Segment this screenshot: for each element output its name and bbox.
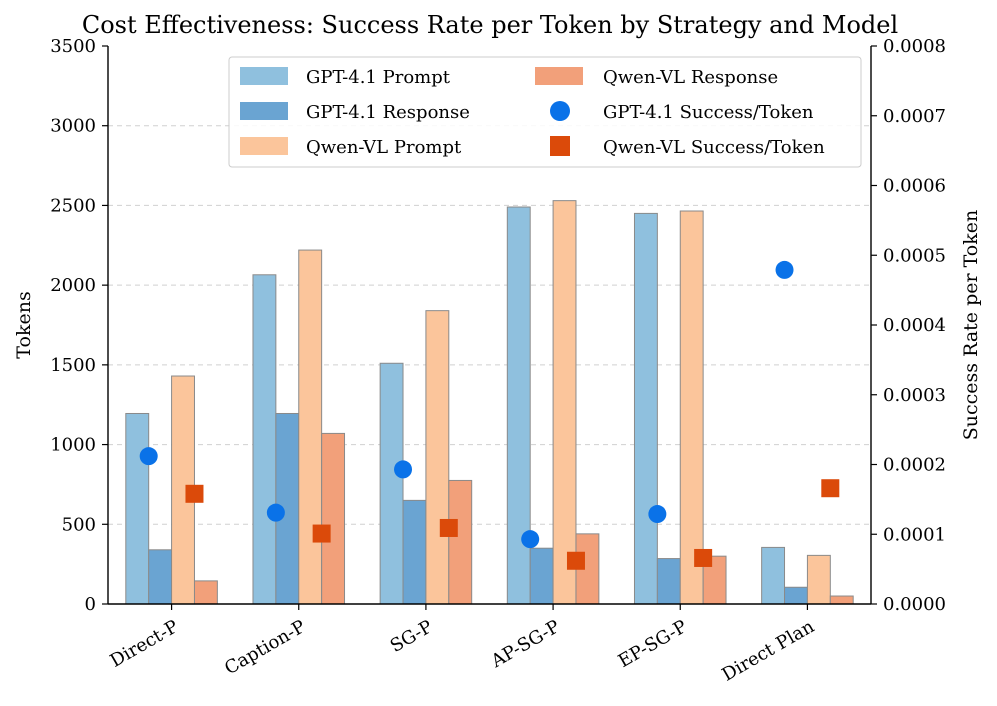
- bar-qwen-vl-prompt: [298, 249, 323, 605]
- bar-gpt-4-1-response: [784, 586, 808, 605]
- bar-gpt-4-1-response: [529, 547, 554, 605]
- legend-label-qwen-prompt: Qwen-VL Prompt: [306, 137, 462, 158]
- bar-qwen-vl-prompt: [552, 200, 577, 605]
- legend-swatch-qwen-response: [535, 67, 583, 85]
- marker-gpt-success-per-token: [648, 505, 667, 524]
- bar-qwen-vl-prompt: [679, 210, 704, 605]
- bar-qwen-vl-prompt: [425, 310, 450, 605]
- bar-gpt-4-1-prompt: [761, 546, 786, 605]
- marker-gpt-success-per-token: [139, 447, 158, 466]
- y2-tick-label: 0.0008: [883, 36, 946, 57]
- marker-layer: [139, 260, 840, 570]
- bar-gpt-4-1-prompt: [252, 274, 277, 605]
- x-tick-label: Direct Plan: [718, 616, 818, 686]
- legend-swatch-gpt-response: [240, 102, 288, 120]
- legend-label-qwen-response: Qwen-VL Response: [603, 67, 778, 88]
- bar-qwen-vl-response: [448, 479, 473, 605]
- bar-layer: [125, 200, 854, 605]
- marker-gpt-success-per-token: [266, 503, 285, 522]
- marker-qwen-success-per-token: [821, 479, 840, 498]
- legend-swatch-gpt-prompt: [240, 67, 288, 85]
- chart-title: Cost Effectiveness: Success Rate per Tok…: [82, 11, 898, 39]
- marker-qwen-success-per-token: [566, 551, 585, 570]
- y2-axis-label: Success Rate per Token: [960, 210, 982, 440]
- y2-tick-label: 0.0002: [883, 455, 946, 476]
- bar-qwen-vl-response: [193, 580, 218, 605]
- x-tick-label: AP-SG-P: [487, 616, 564, 672]
- bar-qwen-vl-response: [321, 432, 346, 605]
- bar-gpt-4-1-response: [656, 558, 681, 605]
- marker-gpt-success-per-token: [521, 530, 540, 549]
- y-tick-label: 2500: [50, 195, 96, 216]
- bar-gpt-4-1-response: [402, 499, 427, 605]
- y2-tick-label: 0.0003: [883, 385, 946, 406]
- bar-gpt-4-1-response: [148, 549, 173, 605]
- y-tick-label: 0: [85, 594, 96, 615]
- bar-gpt-4-1-prompt: [125, 412, 150, 605]
- y-tick-label: 500: [62, 514, 96, 535]
- x-tick-label: EP-SG-P: [615, 616, 691, 672]
- legend-label-gpt-response: GPT-4.1 Response: [306, 102, 470, 123]
- legend-label-gpt-prompt: GPT-4.1 Prompt: [306, 67, 451, 88]
- legend: GPT-4.1 Prompt GPT-4.1 Response Qwen-VL …: [228, 56, 862, 168]
- y-tick-label: 3500: [50, 36, 96, 57]
- legend-label-gpt-success: GPT-4.1 Success/Token: [603, 102, 814, 123]
- y-tick-label: 2000: [50, 275, 96, 296]
- marker-qwen-success-per-token: [185, 484, 204, 503]
- y-tick-label: 1500: [50, 355, 96, 376]
- legend-label-qwen-success: Qwen-VL Success/Token: [603, 137, 825, 158]
- x-tick-label: Caption-P: [221, 616, 309, 679]
- y2-tick-label: 0.0004: [883, 315, 946, 336]
- y-tick-label: 3000: [50, 116, 96, 137]
- legend-marker-qwen-success: [550, 136, 570, 156]
- marker-qwen-success-per-token: [694, 548, 713, 567]
- marker-gpt-success-per-token: [775, 260, 794, 279]
- grid-layer: [108, 125, 871, 525]
- y2-tick-label: 0.0007: [883, 106, 946, 127]
- y2-tick-label: 0.0005: [883, 245, 946, 266]
- y2-tick-label: 0.0006: [883, 176, 946, 197]
- y2-tick-label: 0.0001: [883, 524, 946, 545]
- marker-qwen-success-per-token: [312, 524, 331, 543]
- legend-frame: [228, 56, 862, 168]
- legend-marker-gpt-success: [550, 101, 570, 121]
- legend-swatch-qwen-prompt: [240, 137, 288, 155]
- y2-tick-label: 0.0000: [883, 594, 946, 615]
- x-tick-label: Direct-P: [107, 616, 182, 672]
- bar-qwen-vl-prompt: [806, 554, 831, 605]
- x-tick-label: SG-P: [387, 616, 437, 657]
- y-axis-label: Tokens: [13, 291, 35, 358]
- y-tick-label: 1000: [50, 435, 96, 456]
- bar-gpt-4-1-prompt: [633, 212, 658, 605]
- bar-qwen-vl-response: [829, 595, 854, 605]
- bar-gpt-4-1-prompt: [379, 362, 404, 605]
- marker-gpt-success-per-token: [394, 460, 413, 479]
- marker-qwen-success-per-token: [439, 518, 458, 537]
